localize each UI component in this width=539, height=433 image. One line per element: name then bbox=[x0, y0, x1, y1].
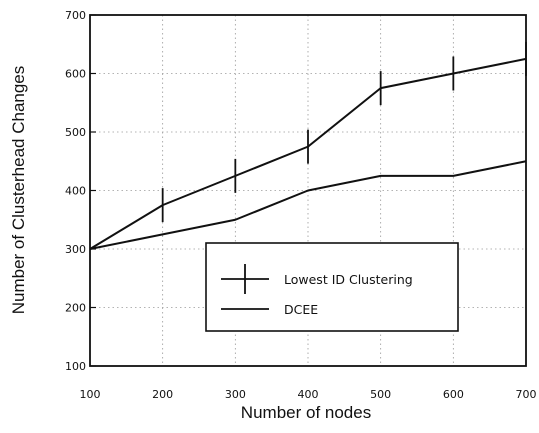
y-tick-label: 500 bbox=[65, 126, 86, 139]
y-tick-label: 400 bbox=[65, 185, 86, 198]
legend: Lowest ID Clustering DCEE bbox=[205, 242, 459, 332]
y-tick-label: 200 bbox=[65, 302, 86, 315]
y-tick-label: 600 bbox=[65, 68, 86, 81]
legend-box bbox=[205, 242, 459, 332]
x-ticks: 100 200 300 400 500 600 700 bbox=[80, 388, 537, 401]
series-layer bbox=[89, 41, 527, 250]
x-tick-label: 700 bbox=[516, 388, 537, 401]
x-tick-label: 300 bbox=[225, 388, 246, 401]
y-tick-label: 300 bbox=[65, 243, 86, 256]
x-tick-label: 400 bbox=[298, 388, 319, 401]
x-tick-label: 100 bbox=[80, 388, 101, 401]
y-axis-title: Number of Clusterhead Changes bbox=[9, 66, 28, 315]
series-line-dcee bbox=[89, 160, 527, 250]
x-axis-title: Number of nodes bbox=[241, 403, 371, 422]
legend-label-dcee: DCEE bbox=[284, 302, 318, 317]
y-tick-label: 700 bbox=[65, 9, 86, 22]
y-ticks: 100 200 300 400 500 600 700 bbox=[65, 9, 96, 373]
legend-label-lowest-id: Lowest ID Clustering bbox=[284, 272, 413, 287]
y-tick-label: 100 bbox=[65, 360, 86, 373]
x-tick-label: 500 bbox=[370, 388, 391, 401]
x-tick-label: 600 bbox=[443, 388, 464, 401]
x-tick-label: 200 bbox=[152, 388, 173, 401]
